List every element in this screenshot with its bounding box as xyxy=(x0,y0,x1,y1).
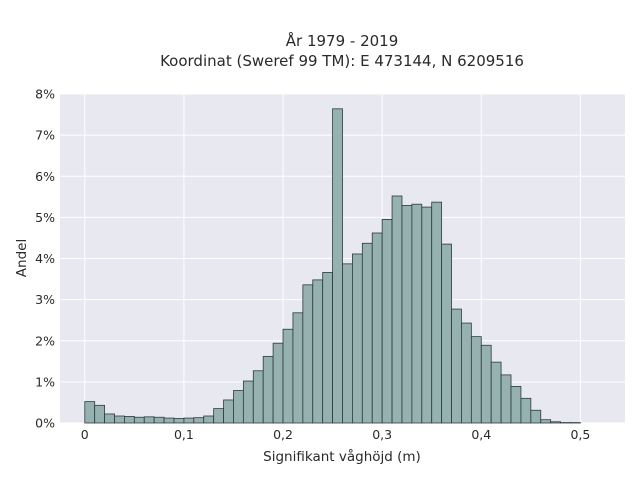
histogram-bar xyxy=(510,385,522,424)
histogram-bar xyxy=(203,415,215,424)
x-axis-ticks: 0 0,1 0,2 0,3 0,4 0,5 xyxy=(81,427,591,442)
histogram-bar xyxy=(193,417,205,424)
y-tick-label: 3% xyxy=(35,292,55,307)
histogram-bar xyxy=(312,279,324,424)
histogram-bar xyxy=(233,390,244,424)
histogram-bar xyxy=(371,232,383,424)
x-tick-label: 0,2 xyxy=(273,427,293,442)
histogram-bar xyxy=(163,417,175,424)
histogram-bar xyxy=(94,404,106,424)
histogram-bar xyxy=(242,380,254,424)
y-tick-label: 5% xyxy=(35,210,55,225)
histogram-bar xyxy=(84,401,96,424)
y-axis-ticks: 0% 1% 2% 3% 4% 5% 6% 7% 8% xyxy=(35,87,55,431)
y-tick-label: 6% xyxy=(35,169,55,184)
histogram-bar xyxy=(490,361,502,424)
histogram-bar xyxy=(421,206,433,424)
histogram-bar xyxy=(104,413,115,424)
histogram-bars xyxy=(84,108,581,424)
histogram-bar xyxy=(292,312,304,424)
histogram-bar xyxy=(342,263,353,424)
histogram-bar xyxy=(183,417,195,424)
chart-title-line2: Koordinat (Sweref 99 TM): E 473144, N 62… xyxy=(160,52,524,70)
histogram-bar xyxy=(223,399,234,424)
histogram-bar xyxy=(470,336,482,424)
x-tick-label: 0,5 xyxy=(570,427,590,442)
histogram-bar xyxy=(361,242,373,424)
histogram-bar xyxy=(114,415,125,424)
y-tick-label: 7% xyxy=(35,128,55,143)
histogram-bar xyxy=(252,370,264,424)
histogram-bar xyxy=(272,342,284,424)
x-tick-label: 0 xyxy=(81,427,89,442)
x-tick-label: 0,1 xyxy=(174,427,194,442)
chart-title-line1: År 1979 - 2019 xyxy=(286,31,399,50)
histogram-bar xyxy=(124,416,135,424)
y-tick-label: 1% xyxy=(35,374,55,389)
histogram-bar xyxy=(461,322,472,424)
histogram-bar xyxy=(401,205,413,424)
histogram-bar xyxy=(451,308,462,424)
histogram-bar xyxy=(520,397,532,424)
histogram-bar xyxy=(332,108,343,424)
x-tick-label: 0,4 xyxy=(471,427,491,442)
histogram-bar xyxy=(262,355,274,424)
histogram-bar xyxy=(282,328,294,424)
histogram-bar xyxy=(391,195,403,424)
histogram-bar xyxy=(550,421,561,424)
histogram-bar xyxy=(153,416,165,424)
histogram-bar xyxy=(411,203,423,424)
histogram-bar xyxy=(143,416,155,424)
y-tick-label: 4% xyxy=(35,251,55,266)
histogram-bar xyxy=(173,418,185,424)
histogram-bar xyxy=(431,201,443,424)
histogram-bar xyxy=(322,272,333,424)
histogram-bar xyxy=(500,374,512,424)
histogram-bar xyxy=(381,219,393,424)
histogram-bar xyxy=(302,284,314,424)
x-tick-label: 0,3 xyxy=(372,427,392,442)
y-tick-label: 8% xyxy=(35,87,55,102)
histogram-bar xyxy=(480,344,492,424)
x-axis-label: Signifikant våghöjd (m) xyxy=(263,448,421,465)
y-tick-label: 2% xyxy=(35,333,55,348)
histogram-bar xyxy=(213,408,224,424)
y-tick-label: 0% xyxy=(35,416,55,431)
histogram-bar xyxy=(441,243,452,424)
y-axis-label: Andel xyxy=(14,239,30,277)
histogram-bar xyxy=(352,253,363,424)
histogram-bar xyxy=(540,419,552,424)
histogram-bar xyxy=(133,416,145,424)
histogram-bar xyxy=(530,409,542,424)
